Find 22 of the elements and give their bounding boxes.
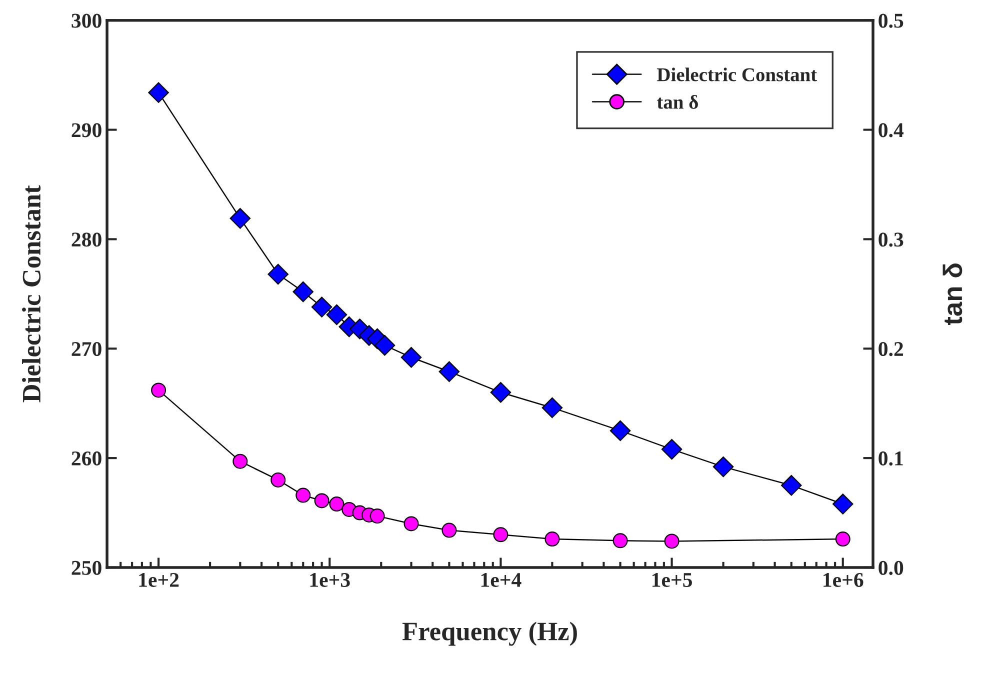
y-tick-label: 290: [72, 123, 102, 138]
x-tick-label: 1e+2: [139, 573, 179, 587]
y2-tick-label: 0.0: [878, 560, 904, 576]
y-tick-label: 250: [72, 560, 102, 575]
y2-tick-label: 0.5: [878, 14, 904, 28]
y-tick-label: 300: [72, 14, 102, 28]
y2-axis-title: tan δ: [942, 264, 962, 326]
x-tick-label: 1e+6: [824, 573, 864, 588]
y-tick-label: 270: [72, 342, 102, 356]
y-axis-title: Dielectric Constant: [22, 185, 41, 402]
legend-label: Dielectric Constant: [657, 68, 817, 82]
legend-label: tan δ: [657, 95, 698, 109]
x-tick-label: 1e+3: [310, 573, 350, 588]
y-tick-label: 280: [72, 232, 102, 247]
y2-tick-label: 0.4: [878, 123, 904, 138]
x-tick-label: 1e+5: [652, 573, 692, 588]
y2-tick-label: 0.1: [878, 451, 903, 466]
x-axis-title: Frequency (Hz): [402, 622, 577, 646]
y2-tick-label: 0.3: [878, 232, 904, 247]
y-tick-label: 260: [72, 451, 102, 466]
y2-tick-label: 0.2: [878, 342, 904, 356]
x-tick-label: 1e+4: [481, 573, 522, 587]
